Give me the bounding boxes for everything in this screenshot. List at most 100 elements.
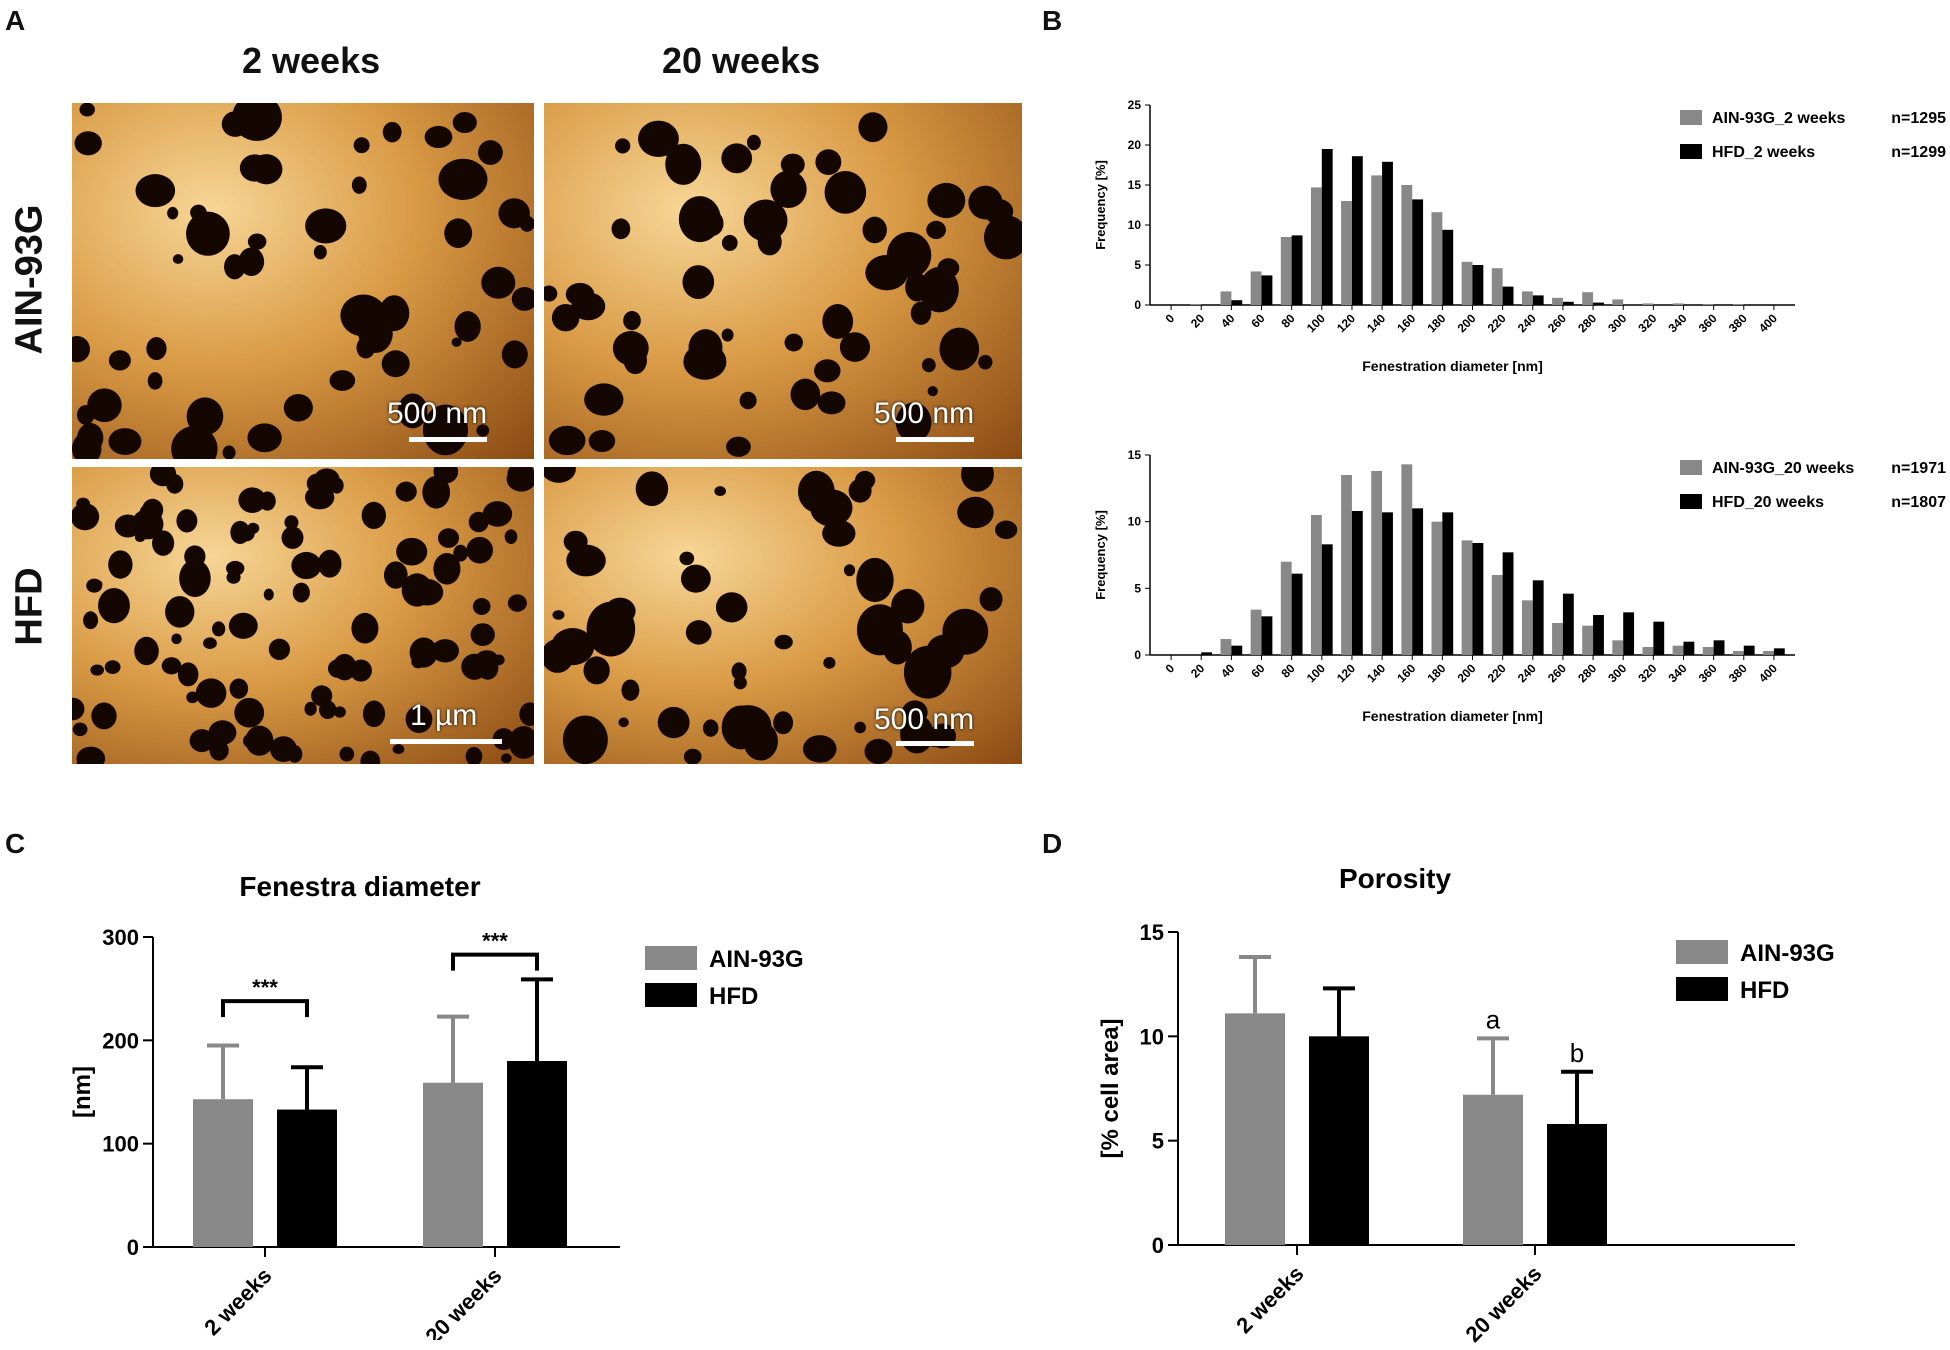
- hist-2w-x-tick-label: 260: [1545, 311, 1569, 335]
- hist-2w-x-tick-label: 400: [1756, 311, 1780, 335]
- fenestration-hole: [957, 496, 994, 529]
- hist-2w-bar-hfd: [1291, 235, 1303, 305]
- fenestration-hole: [396, 537, 428, 566]
- hist-20w-legend-n: n=1971: [1891, 460, 1946, 477]
- fenestration-hole: [283, 393, 313, 422]
- hist-2w-y-label: Frequency [%]: [1093, 160, 1108, 250]
- fenestration-hole: [635, 471, 669, 507]
- porosity-bar-hfd: [1309, 1036, 1369, 1245]
- hist-20w-bar-hfd: [1291, 573, 1303, 655]
- fenestration-hole: [351, 176, 367, 194]
- fenestration-hole: [451, 337, 462, 347]
- porosity-legend-swatch: [1676, 977, 1728, 1001]
- fenestration-hole: [604, 597, 636, 625]
- hist-20w-x-tick-label: 0: [1163, 661, 1178, 676]
- fenestration-hole: [919, 267, 959, 313]
- fenestration-hole: [360, 750, 381, 764]
- fenestration-hole: [87, 388, 122, 423]
- hist-2w-bar-hfd: [1321, 149, 1333, 305]
- hist-20w-bar-hfd: [1502, 552, 1514, 655]
- hist-2w-x-tick-label: 220: [1485, 311, 1509, 335]
- hist-20w-bar-hfd: [1201, 652, 1213, 655]
- fenestration-hole: [680, 564, 711, 593]
- fenestration-hole: [392, 744, 405, 755]
- row-label-hfd: HFD: [8, 567, 51, 646]
- fenestration-hole: [161, 657, 182, 675]
- fenestration-hole: [824, 171, 867, 214]
- hist-2w-bar-hfd: [1382, 161, 1393, 305]
- fenestra-legend-label: HFD: [709, 983, 758, 1010]
- fenestration-hole: [92, 579, 103, 589]
- fenestration-hole: [221, 111, 249, 137]
- fenestration-hole: [854, 721, 867, 734]
- fenestration-hole: [424, 125, 453, 149]
- fenestration-hole: [612, 331, 649, 366]
- hist-20w-x-tick-label: 200: [1455, 661, 1479, 685]
- fenestration-hole: [405, 705, 433, 734]
- porosity-x-tick-label: 20 weeks: [1461, 1261, 1547, 1345]
- hist-20w-x-tick-label: 180: [1424, 661, 1448, 685]
- hist-2w-x-tick-label: 200: [1455, 311, 1479, 335]
- fenestration-hole: [817, 391, 846, 415]
- panel-letter-b: B: [1042, 5, 1063, 36]
- fenestration-hole: [478, 140, 503, 165]
- porosity-title: Porosity: [1339, 863, 1451, 894]
- fenestration-hole: [234, 697, 265, 728]
- hist-2w-x-tick-label: 280: [1575, 311, 1599, 335]
- fenestration-hole: [317, 549, 342, 578]
- hist-20w-bar-ain: [1250, 609, 1262, 655]
- hist-20w-x-tick-label: 20: [1188, 661, 1208, 681]
- hist-20w-bar-ain: [1431, 521, 1443, 655]
- fenestration-hole: [224, 254, 246, 280]
- fenestra-legend-swatch: [645, 983, 697, 1007]
- fenestration-hole: [72, 722, 88, 737]
- fenestration-hole: [858, 112, 888, 143]
- fenestration-hole: [679, 551, 695, 566]
- hist-2w-bar-ain: [1642, 303, 1654, 305]
- hist-20w-x-tick-label: 360: [1696, 661, 1720, 685]
- fenestration-hole: [245, 725, 274, 756]
- afm-image-ain-2-weeks: 500 nm: [72, 103, 534, 459]
- fenestration-hole: [814, 359, 841, 383]
- hist-20w-bar-ain: [1310, 515, 1322, 655]
- fenestration-hole: [108, 350, 131, 371]
- hist-20w-bar-hfd: [1472, 543, 1484, 655]
- hist-2w-legend-swatch: [1680, 110, 1702, 125]
- fenestration-hole: [472, 597, 491, 615]
- fenestration-hole: [454, 311, 481, 342]
- hist-2w-bar-ain: [1190, 304, 1202, 305]
- col-header-20-weeks: 20 weeks: [662, 40, 821, 81]
- hist-2w-bar-ain: [1612, 299, 1624, 305]
- fenestration-hole: [685, 620, 712, 645]
- fenestration-hole: [566, 544, 606, 577]
- hist-2w-x-tick-label: 300: [1605, 311, 1629, 335]
- hist-20w-x-label: Fenestration diameter [nm]: [1362, 708, 1542, 724]
- hist-20w-bar-hfd: [1351, 511, 1363, 655]
- hist-20w-x-tick-label: 380: [1726, 661, 1750, 685]
- afm-image-hfd-2-weeks: 1 µm: [72, 467, 534, 764]
- hist-20w-bar-hfd: [1593, 615, 1604, 655]
- hist-20w-bar-ain: [1220, 639, 1232, 655]
- hist-2w-bar-hfd: [1502, 286, 1514, 305]
- fenestration-hole: [76, 497, 91, 511]
- hist-2w-y-tick-label: 20: [1128, 138, 1142, 152]
- fenestration-hole: [611, 218, 631, 240]
- fenestra-legend-label: AIN-93G: [709, 946, 804, 973]
- hist-20w-bar-ain: [1521, 600, 1533, 655]
- hist-20w-bar-hfd: [1321, 544, 1333, 655]
- fenestration-hole: [886, 232, 932, 279]
- fenestration-hole: [476, 424, 490, 437]
- fenestration-hole: [176, 509, 198, 533]
- fenestration-hole: [571, 292, 606, 321]
- hist-2w-bar-ain: [1702, 304, 1714, 305]
- fenestration-hole: [250, 154, 283, 185]
- fenestration-hole: [108, 428, 142, 455]
- hist-2w-bar-ain: [1732, 304, 1744, 305]
- fenestration-hole: [507, 467, 534, 486]
- fenestration-hole: [474, 650, 500, 673]
- porosity-legend-label: AIN-93G: [1740, 940, 1835, 967]
- hist-20w-x-tick-label: 60: [1248, 661, 1268, 681]
- fenestration-hole: [683, 748, 702, 764]
- fenestration-hole: [790, 378, 821, 411]
- fenestration-hole: [329, 370, 356, 391]
